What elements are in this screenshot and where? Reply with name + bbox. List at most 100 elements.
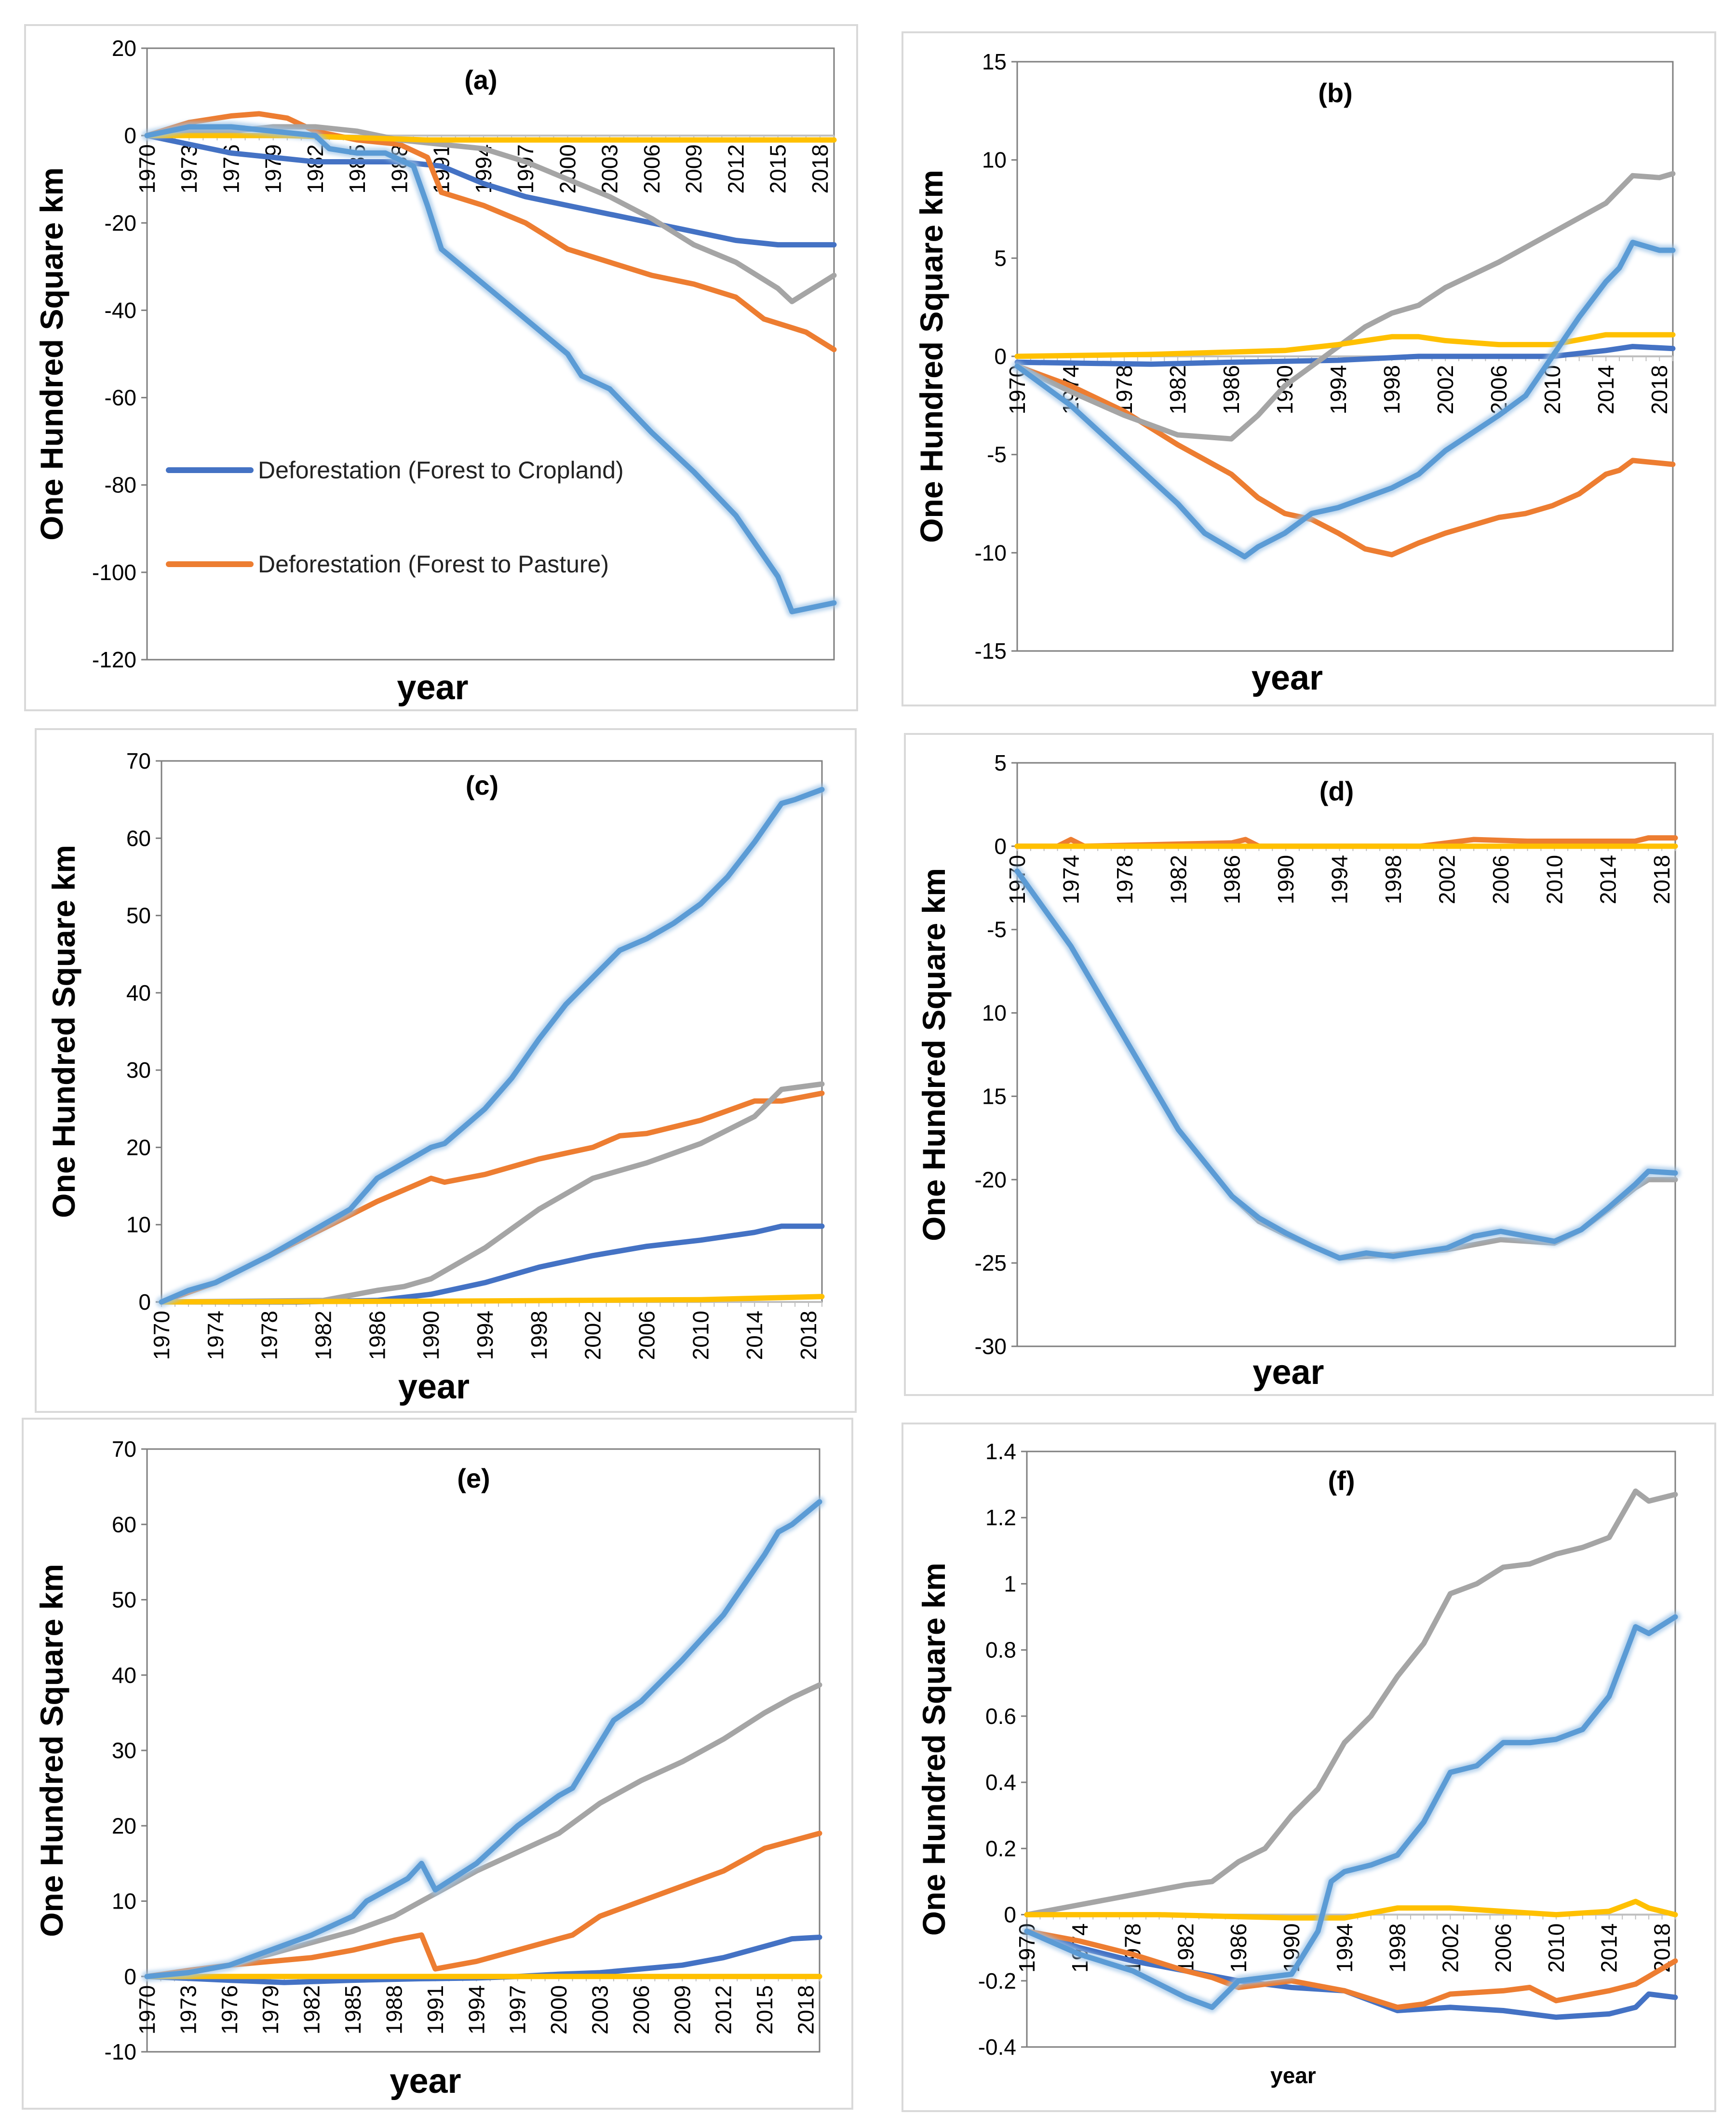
y-tick-label: -5 xyxy=(987,442,1007,467)
x-tick-label: 1976 xyxy=(217,1985,242,2034)
panel-title: (f) xyxy=(1328,1465,1355,1496)
y-tick-label: 1.4 xyxy=(985,1439,1016,1464)
x-tick-label: 2006 xyxy=(634,1311,659,1360)
y-tick-label: 1 xyxy=(1004,1571,1016,1596)
panel-title: (b) xyxy=(1318,78,1353,108)
plot-area xyxy=(161,760,823,1303)
x-tick-label: 1990 xyxy=(1273,855,1298,904)
x-tick-label: 1970 xyxy=(135,144,160,193)
x-tick-label: 1982 xyxy=(303,144,328,193)
x-tick-label: 1982 xyxy=(299,1985,324,2034)
x-tick-label: 1986 xyxy=(364,1311,390,1360)
x-tick-label: 2002 xyxy=(1433,365,1458,414)
x-tick-label: 2006 xyxy=(629,1985,654,2034)
x-tick-label: 2010 xyxy=(1544,1924,1569,1973)
y-tick-label: -80 xyxy=(105,473,136,498)
y-tick-label: 70 xyxy=(112,1437,136,1462)
series-line xyxy=(1024,1928,1678,2010)
y-tick-label: 70 xyxy=(126,748,151,773)
y-tick-label: 30 xyxy=(112,1738,136,1763)
plot-area xyxy=(1026,1450,1676,2048)
x-tick-label: 1994 xyxy=(1327,855,1352,904)
series-line xyxy=(144,133,837,248)
x-tick-label: 1970 xyxy=(135,1985,160,2034)
series-line xyxy=(1014,344,1676,367)
y-axis-title: One Hundred Square km xyxy=(916,1563,952,1936)
y-tick-label: -20 xyxy=(975,1167,1007,1192)
series-line-glow xyxy=(1012,866,1681,1263)
y-tick-label: -20 xyxy=(105,210,136,235)
y-tick-label: 5 xyxy=(994,750,1007,775)
series-line xyxy=(144,1682,822,1979)
y-tick-label: 30 xyxy=(126,1057,151,1083)
series-line xyxy=(1024,1488,1678,1918)
x-tick-label: 1986 xyxy=(1219,365,1244,414)
x-tick-label: 2018 xyxy=(1649,855,1674,904)
x-tick-label: 1973 xyxy=(175,1985,201,2034)
x-tick-label: 2015 xyxy=(766,144,791,193)
x-tick-label: 1974 xyxy=(203,1311,228,1360)
y-tick-label: 15 xyxy=(982,1084,1007,1109)
y-tick-label: -15 xyxy=(975,638,1007,664)
x-tick-label: 2012 xyxy=(723,144,748,193)
y-tick-label: -60 xyxy=(105,385,136,410)
y-tick-label: 40 xyxy=(112,1663,136,1688)
y-tick-label: 50 xyxy=(126,903,151,928)
legend-label: Deforestation (Forest to Cropland) xyxy=(258,457,624,484)
x-tick-label: 1979 xyxy=(261,144,286,193)
y-tick-label: 0 xyxy=(138,1289,151,1315)
x-tick-label: 2014 xyxy=(1597,1924,1622,1973)
x-tick-label: 2010 xyxy=(688,1311,713,1360)
x-tick-label: 2018 xyxy=(807,144,833,193)
series-line xyxy=(144,124,837,614)
y-tick-label: 0.4 xyxy=(985,1770,1016,1795)
panel-title: (d) xyxy=(1319,776,1354,806)
x-tick-label: 1974 xyxy=(1058,855,1083,904)
y-tick-label: 0 xyxy=(994,344,1007,369)
series-line xyxy=(159,1294,825,1305)
x-tick-label: 1973 xyxy=(176,144,202,193)
y-tick-label: 60 xyxy=(126,826,151,851)
series-line xyxy=(144,111,837,352)
y-tick-label: 60 xyxy=(112,1512,136,1537)
y-tick-label: -0.2 xyxy=(978,1968,1016,1993)
y-tick-label: 1.2 xyxy=(985,1505,1016,1530)
x-tick-label: 2018 xyxy=(794,1985,819,2034)
x-tick-label: 2015 xyxy=(752,1985,777,2034)
y-tick-label: -30 xyxy=(975,1334,1007,1359)
y-tick-label: 0 xyxy=(994,834,1007,859)
y-tick-label: -10 xyxy=(105,2039,136,2064)
legend-label: Deforestation (Forest to Pasture) xyxy=(258,551,609,578)
x-tick-label: 1994 xyxy=(472,1311,498,1360)
legend: Deforestation (Forest to Cropland) Defore… xyxy=(166,457,624,578)
x-tick-label: 1998 xyxy=(1379,365,1404,414)
x-tick-label: 2010 xyxy=(1542,855,1567,904)
x-tick-label: 2012 xyxy=(711,1985,736,2034)
x-tick-label: 2000 xyxy=(555,144,580,193)
x-tick-label: 2006 xyxy=(639,144,664,193)
y-tick-label: 20 xyxy=(112,1813,136,1838)
x-tick-label: 1997 xyxy=(505,1985,530,2034)
series-line xyxy=(1024,1928,1678,2020)
y-tick-label: 10 xyxy=(112,1889,136,1914)
y-tick-label: 50 xyxy=(112,1587,136,1613)
x-tick-label: 2014 xyxy=(1593,365,1618,414)
y-axis-title: One Hundred Square km xyxy=(914,170,949,543)
x-tick-label: 1979 xyxy=(258,1985,283,2034)
panel-title: (a) xyxy=(464,65,497,95)
x-tick-label: 1982 xyxy=(1173,1924,1198,1973)
series-line xyxy=(1014,868,1678,1261)
y-tick-label: 20 xyxy=(126,1135,151,1160)
series-line xyxy=(1024,1898,1678,1921)
y-axis-title: One Hundred Square km xyxy=(46,845,81,1218)
x-tick-label: 1986 xyxy=(1220,855,1245,904)
y-tick-label: 0 xyxy=(124,123,136,148)
x-tick-label: 2009 xyxy=(681,144,706,193)
y-tick-label: -0.4 xyxy=(978,2034,1016,2060)
x-tick-label: 1997 xyxy=(513,144,538,193)
y-tick-label: 0 xyxy=(1004,1902,1016,1927)
